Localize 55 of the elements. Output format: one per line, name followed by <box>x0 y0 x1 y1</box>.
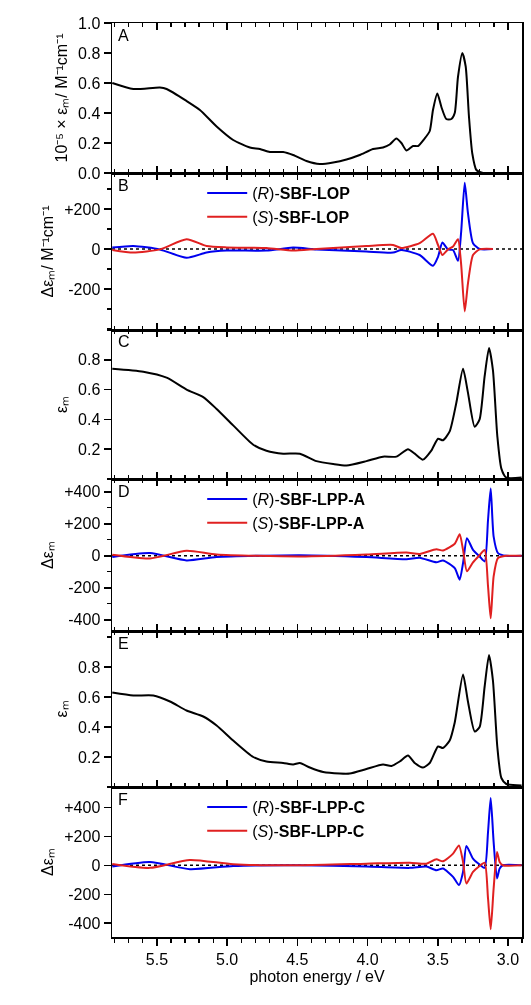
y-tick-label: +400 <box>64 483 101 501</box>
y-tick-label: -400 <box>68 611 101 629</box>
y-tick-label: 0.8 <box>78 44 101 62</box>
y-tick-label: 0.8 <box>78 658 101 676</box>
y-axis-title: 10⁻⁵ × εₘ/ M⁻¹cm⁻¹ <box>53 33 71 163</box>
annotation: F <box>118 791 128 808</box>
y-tick-label: 0.4 <box>78 104 101 122</box>
y-tick-label: -200 <box>68 885 101 903</box>
legend-label: (S)-SBF-LPP-C <box>252 822 365 840</box>
legend-label: (R)-SBF-LOP <box>252 185 351 203</box>
annotation: E <box>118 635 129 652</box>
annotation: C <box>118 333 130 350</box>
y-tick-label: 0.4 <box>78 718 101 736</box>
legend-label: (R)-SBF-LPP-A <box>252 491 366 509</box>
x-axis-title: photon energy / eV <box>249 968 385 986</box>
y-tick-label: -400 <box>68 914 101 932</box>
x-tick-label: 3.0 <box>496 950 520 968</box>
line-series <box>112 844 522 931</box>
y-tick-label: 0.4 <box>78 411 101 428</box>
legend-label: (R)-SBF-LPP-C <box>252 799 366 817</box>
y-axis-title: εₘ <box>53 700 71 718</box>
x-tick-label: 5.5 <box>145 950 169 968</box>
y-tick-label: 0.8 <box>78 351 101 369</box>
x-tick-label: 5.0 <box>216 950 239 968</box>
legend-label: (S)-SBF-LOP <box>252 209 350 227</box>
y-axis-title: εₘ <box>53 395 71 414</box>
y-axis-title: Δεₘ/ M⁻¹cm⁻¹ <box>39 205 57 298</box>
line-series <box>112 533 522 620</box>
y-tick-label: -200 <box>68 280 101 298</box>
y-tick-label: 0.6 <box>78 688 101 706</box>
y-tick-label: 1.0 <box>78 14 101 32</box>
y-tick-label: +400 <box>64 798 101 816</box>
y-tick-label: 0 <box>91 547 101 565</box>
y-axis-title: Δεₘ <box>39 541 57 569</box>
y-tick-label: 0.0 <box>78 164 101 182</box>
x-tick-label: 4.0 <box>356 950 379 968</box>
y-tick-label: 0.2 <box>78 440 101 458</box>
annotation: D <box>118 483 130 500</box>
y-tick-label: -200 <box>68 579 101 597</box>
annotation: A <box>118 27 129 44</box>
y-tick-label: 0 <box>91 240 101 258</box>
y-tick-label: +200 <box>64 515 101 533</box>
x-tick-label: 4.5 <box>286 950 309 968</box>
y-tick-label: 0.2 <box>78 748 101 766</box>
legend-label: (S)-SBF-LPP-A <box>252 514 365 532</box>
y-tick-label: 0.2 <box>78 134 101 152</box>
y-tick-label: +200 <box>64 827 101 845</box>
y-tick-label: +200 <box>64 200 101 218</box>
y-tick-label: 0.6 <box>78 74 101 92</box>
y-tick-label: 0 <box>91 856 101 874</box>
y-tick-label: 0.6 <box>78 381 101 399</box>
y-axis-title: Δεₘ <box>39 848 57 876</box>
line-series <box>112 232 494 313</box>
x-tick-label: 3.5 <box>426 950 449 968</box>
annotation: B <box>118 177 129 194</box>
